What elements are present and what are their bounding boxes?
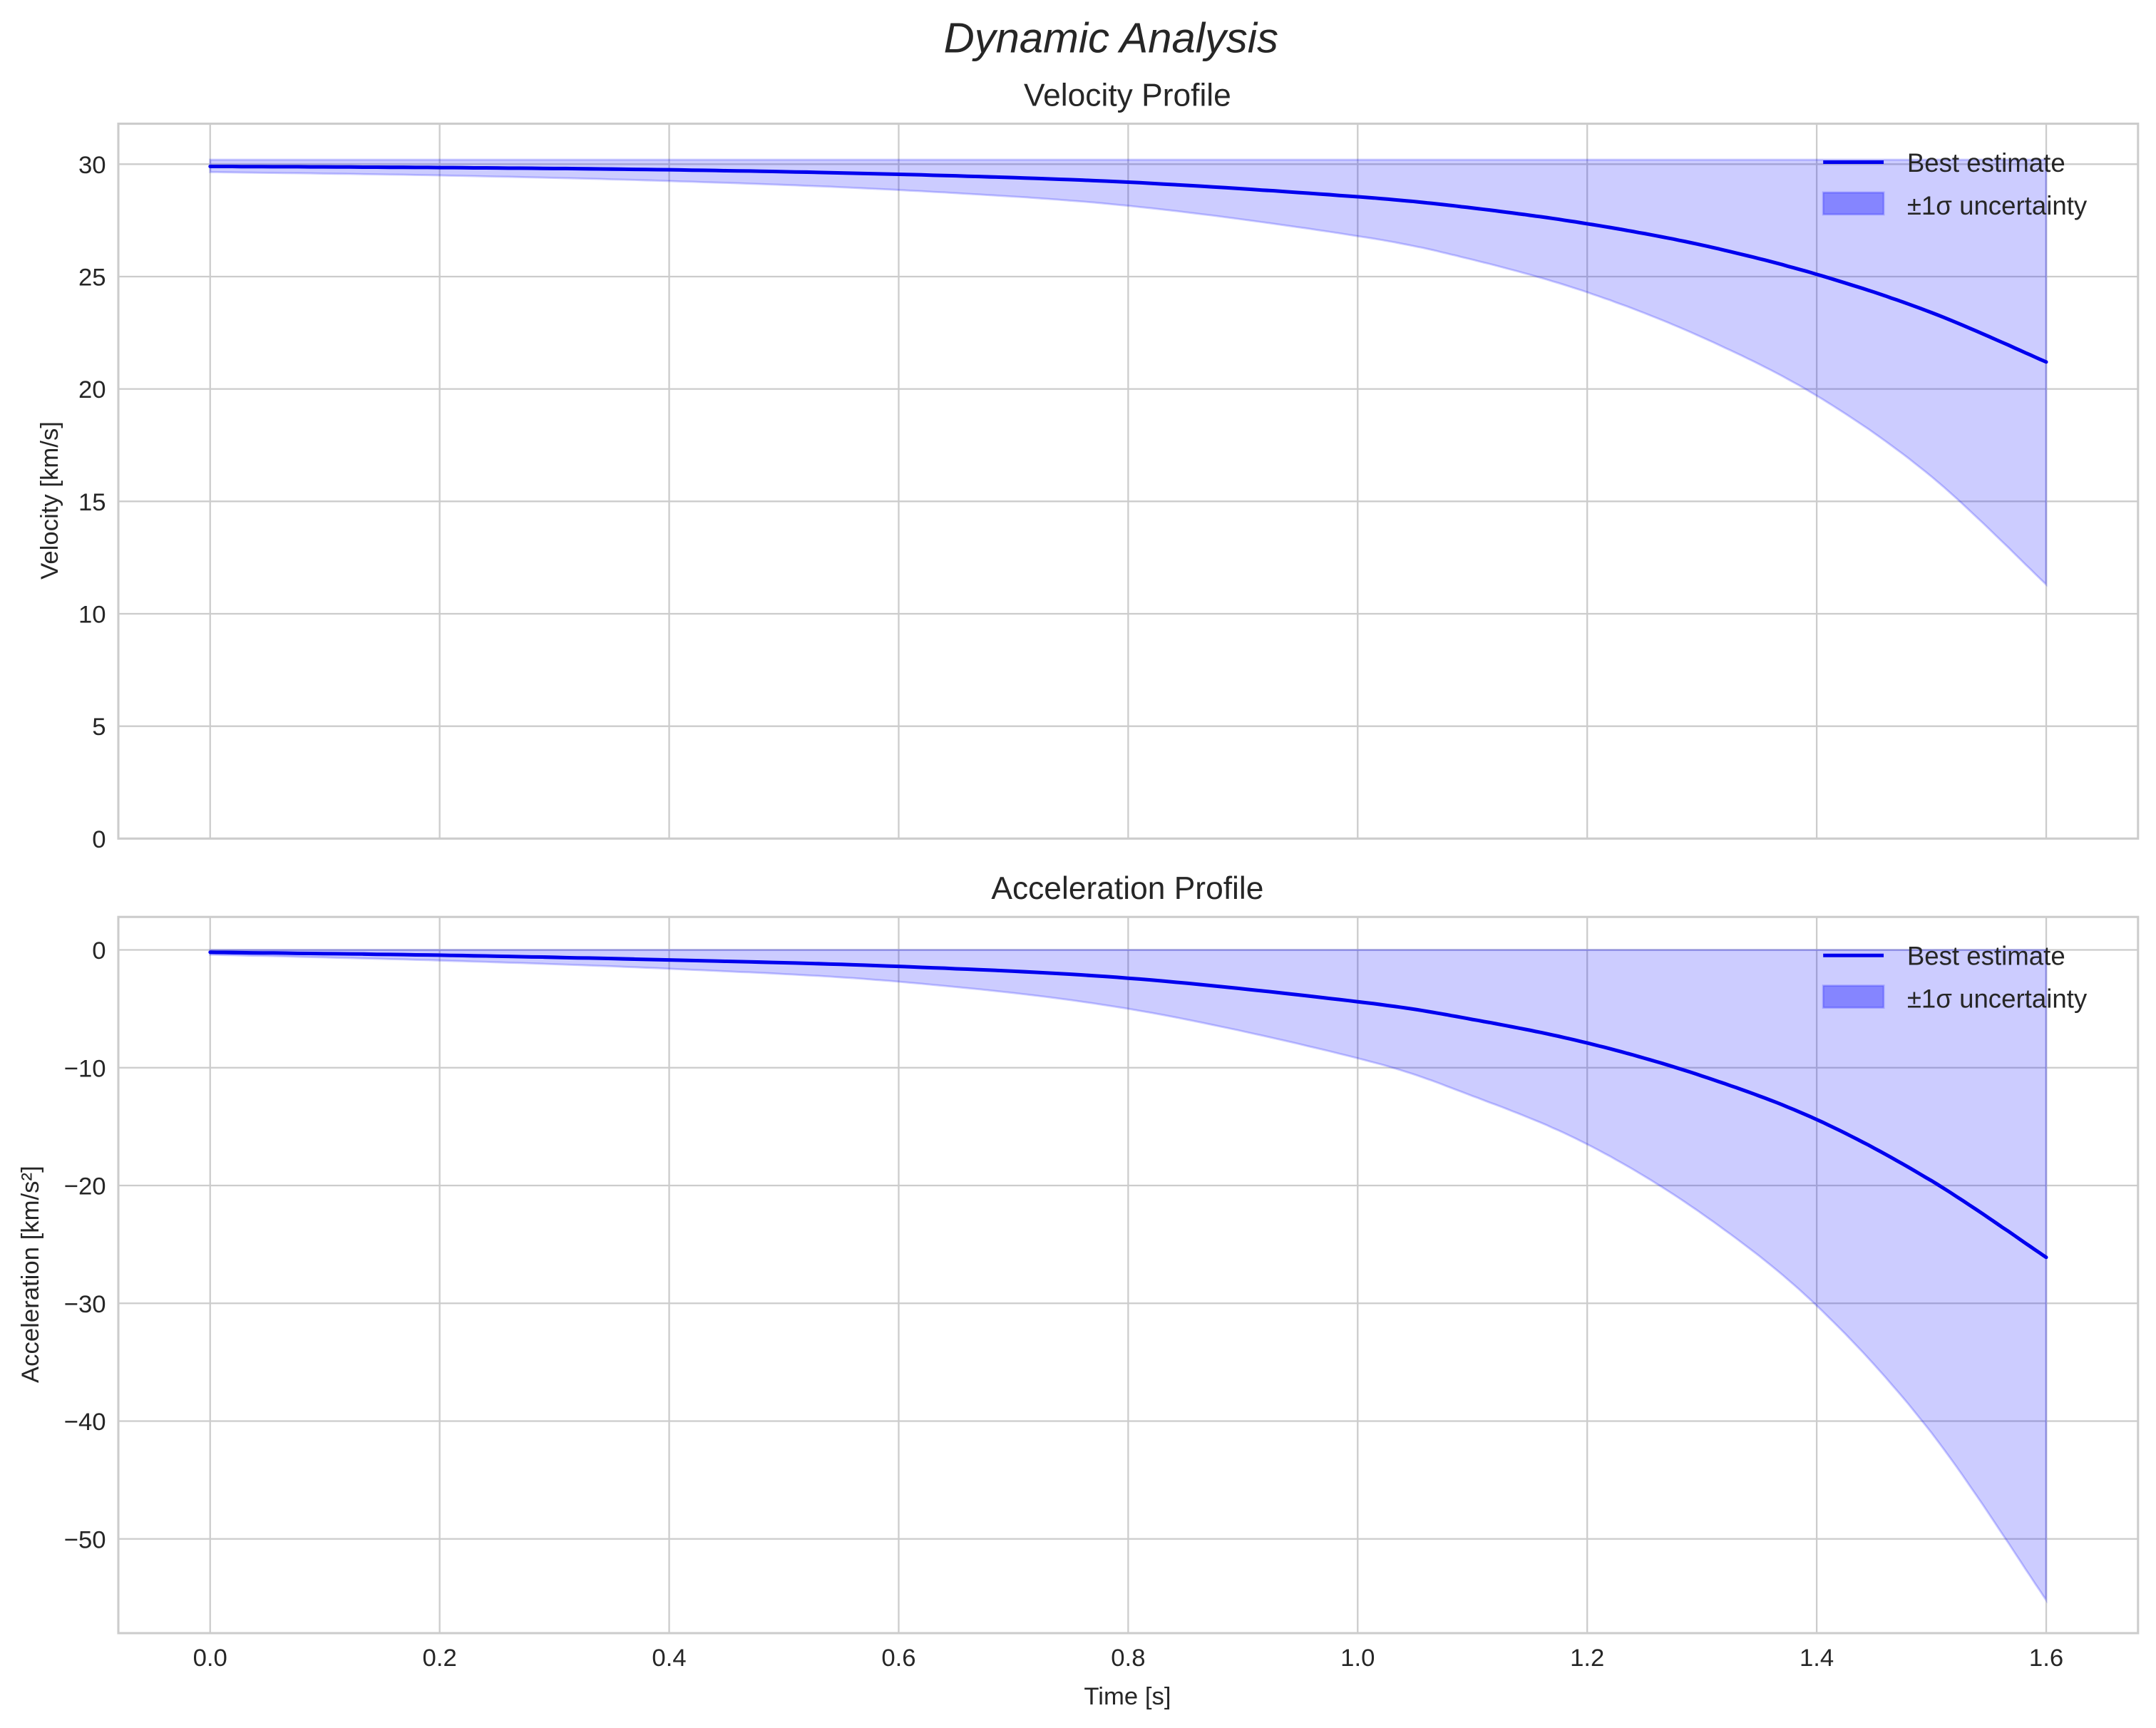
x-tick-label: 1.4 — [1800, 1645, 1834, 1672]
acceleration-subplot-title: Acceleration Profile — [991, 871, 1263, 906]
x-tick-label: 0.8 — [1111, 1645, 1145, 1672]
velocity-subplot-title: Velocity Profile — [1024, 78, 1231, 113]
y-tick-label: −10 — [64, 1055, 106, 1082]
legend-label-uncertainty: ±1σ uncertainty — [1907, 191, 2088, 220]
uncertainty-band — [209, 158, 2048, 587]
y-tick-label: 5 — [92, 714, 106, 741]
time-x-axis-label: Time [s] — [1084, 1683, 1171, 1710]
y-tick-label: 25 — [78, 264, 106, 292]
velocity-axes-frame — [117, 123, 2140, 840]
legend-label-uncertainty: ±1σ uncertainty — [1907, 984, 2088, 1014]
best-estimate-line — [208, 165, 2048, 364]
acceleration-data — [208, 949, 2048, 1604]
y-tick-label: 30 — [78, 152, 106, 179]
legend-band-swatch — [1822, 984, 1885, 1009]
y-tick-label: −40 — [64, 1409, 106, 1436]
x-tick-label: 0.6 — [881, 1645, 915, 1672]
y-tick-label: −30 — [64, 1291, 106, 1318]
acceleration-axes-frame — [117, 915, 2140, 1635]
y-tick-label: −50 — [64, 1526, 106, 1553]
legend-band-swatch — [1822, 191, 1885, 216]
uncertainty-band — [209, 949, 2048, 1604]
acceleration-gridlines — [118, 917, 2138, 1633]
y-tick-label: −20 — [64, 1173, 106, 1200]
x-tick-label: 0.0 — [193, 1645, 227, 1672]
best-estimate-line — [208, 950, 2048, 1260]
figure-suptitle: Dynamic Analysis — [944, 14, 1278, 61]
x-tick-label: 0.2 — [423, 1645, 457, 1672]
velocity-y-axis-label: Velocity [km/s] — [36, 421, 63, 580]
y-tick-label: 10 — [78, 602, 106, 629]
y-tick-label: 0 — [92, 826, 106, 853]
x-tick-label: 1.6 — [2029, 1645, 2063, 1672]
y-tick-label: 20 — [78, 376, 106, 403]
acceleration-legend: Best estimate ±1σ uncertainty — [1822, 942, 2088, 1014]
x-tick-label: 1.0 — [1340, 1645, 1375, 1672]
velocity-gridlines — [118, 123, 2138, 840]
acceleration-y-axis-label: Acceleration [km/s²] — [17, 1166, 44, 1383]
acceleration-y-tick-labels: 0 −10 −20 −30 −40 −50 — [64, 937, 106, 1553]
time-x-tick-labels: 0.0 0.2 0.4 0.6 0.8 1.0 1.2 1.4 1.6 — [193, 1645, 2064, 1672]
x-tick-label: 1.2 — [1570, 1645, 1604, 1672]
y-tick-label: 15 — [78, 489, 106, 516]
velocity-data — [208, 158, 2048, 587]
x-tick-label: 0.4 — [652, 1645, 686, 1672]
velocity-legend: Best estimate ±1σ uncertainty — [1822, 148, 2088, 220]
velocity-subplot: Velocity Profile 0 5 10 15 20 25 30 Velocity [… — [36, 78, 2140, 853]
legend-label-best-estimate: Best estimate — [1907, 942, 2065, 971]
velocity-y-tick-labels: 0 5 10 15 20 25 30 — [78, 152, 106, 853]
acceleration-subplot: Acceleration Profile 0 −10 −20 −30 −40 −50 Ac… — [17, 871, 2140, 1672]
legend-label-best-estimate: Best estimate — [1907, 148, 2065, 178]
y-tick-label: 0 — [92, 937, 106, 965]
